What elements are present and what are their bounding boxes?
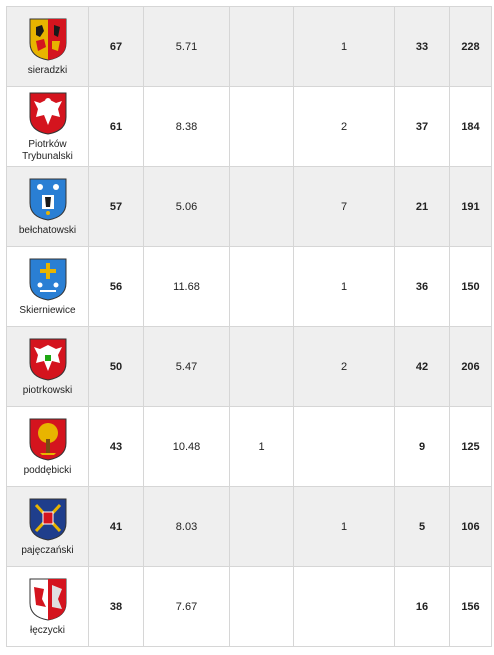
green-cell: 42 [394, 326, 450, 407]
county-cell: piotrkowski [6, 326, 89, 407]
table-row: pajęczański 41 8.03 1 5 106 [6, 486, 492, 567]
piotrkow-crest-icon [29, 92, 66, 135]
county-cell: bełchatowski [6, 166, 89, 247]
pink-cell: 191 [449, 166, 492, 247]
col3-cell [229, 326, 294, 407]
rank-cell: 41 [88, 486, 144, 567]
pink-cell: 156 [449, 566, 492, 647]
value-cell: 5.06 [143, 166, 230, 247]
green-cell: 37 [394, 86, 450, 167]
county-name: piotrkowski [22, 384, 73, 396]
rank-cell: 57 [88, 166, 144, 247]
value-cell: 8.03 [143, 486, 230, 567]
piotrkowski-crest-icon [29, 338, 66, 381]
table-row: bełchatowski 57 5.06 7 21 191 [6, 166, 492, 247]
col4-cell: 7 [293, 166, 395, 247]
table-row: łęczycki 38 7.67 16 156 [6, 566, 492, 647]
leczycki-crest-icon [29, 578, 66, 621]
green-cell: 5 [394, 486, 450, 567]
green-cell: 9 [394, 406, 450, 487]
col3-cell [229, 166, 294, 247]
value-cell: 10.48 [143, 406, 230, 487]
pajeczanski-crest-icon [29, 498, 66, 541]
county-cell: Piotrków Trybunalski [6, 86, 89, 167]
green-cell: 16 [394, 566, 450, 647]
county-name: Skierniewice [19, 304, 76, 316]
value-cell: 8.38 [143, 86, 230, 167]
col3-cell [229, 246, 294, 327]
poddebicki-crest-icon [29, 418, 66, 461]
table-row: Skierniewice 56 11.68 1 36 150 [6, 246, 492, 327]
county-name: bełchatowski [18, 224, 77, 236]
col4-cell: 2 [293, 86, 395, 167]
col3-cell [229, 86, 294, 167]
county-cell: sieradzki [6, 6, 89, 87]
pink-cell: 106 [449, 486, 492, 567]
value-cell: 5.71 [143, 6, 230, 87]
col4-cell: 2 [293, 326, 395, 407]
table-row: Piotrków Trybunalski 61 8.38 2 37 184 [6, 86, 492, 167]
pink-cell: 150 [449, 246, 492, 327]
col3-cell: 1 [229, 406, 294, 487]
county-cell: pajęczański [6, 486, 89, 567]
rank-cell: 61 [88, 86, 144, 167]
table-row: poddębicki 43 10.48 1 9 125 [6, 406, 492, 487]
county-name: poddębicki [23, 464, 72, 476]
county-name: sieradzki [27, 64, 68, 76]
col4-cell: 1 [293, 6, 395, 87]
col4-cell [293, 566, 395, 647]
county-name: łęczycki [29, 624, 65, 636]
county-cell: poddębicki [6, 406, 89, 487]
col3-cell [229, 486, 294, 567]
county-name: pajęczański [21, 544, 74, 556]
skierniewice-crest-icon [29, 258, 66, 301]
county-name: Piotrków Trybunalski [22, 138, 73, 162]
rank-cell: 38 [88, 566, 144, 647]
col4-cell [293, 406, 395, 487]
green-cell: 36 [394, 246, 450, 327]
rank-cell: 56 [88, 246, 144, 327]
pink-cell: 184 [449, 86, 492, 167]
pink-cell: 206 [449, 326, 492, 407]
value-cell: 11.68 [143, 246, 230, 327]
results-table: sieradzki 67 5.71 1 33 228 Piotrków Tryb… [6, 6, 492, 647]
pink-cell: 228 [449, 6, 492, 87]
rank-cell: 50 [88, 326, 144, 407]
value-cell: 5.47 [143, 326, 230, 407]
table-row: piotrkowski 50 5.47 2 42 206 [6, 326, 492, 407]
green-cell: 33 [394, 6, 450, 87]
green-cell: 21 [394, 166, 450, 247]
col4-cell: 1 [293, 246, 395, 327]
col4-cell: 1 [293, 486, 395, 567]
county-cell: łęczycki [6, 566, 89, 647]
value-cell: 7.67 [143, 566, 230, 647]
sieradzki-crest-icon [29, 18, 66, 61]
belchatowski-crest-icon [29, 178, 66, 221]
rank-cell: 67 [88, 6, 144, 87]
county-cell: Skierniewice [6, 246, 89, 327]
col3-cell [229, 566, 294, 647]
rank-cell: 43 [88, 406, 144, 487]
col3-cell [229, 6, 294, 87]
table-row: sieradzki 67 5.71 1 33 228 [6, 6, 492, 87]
pink-cell: 125 [449, 406, 492, 487]
